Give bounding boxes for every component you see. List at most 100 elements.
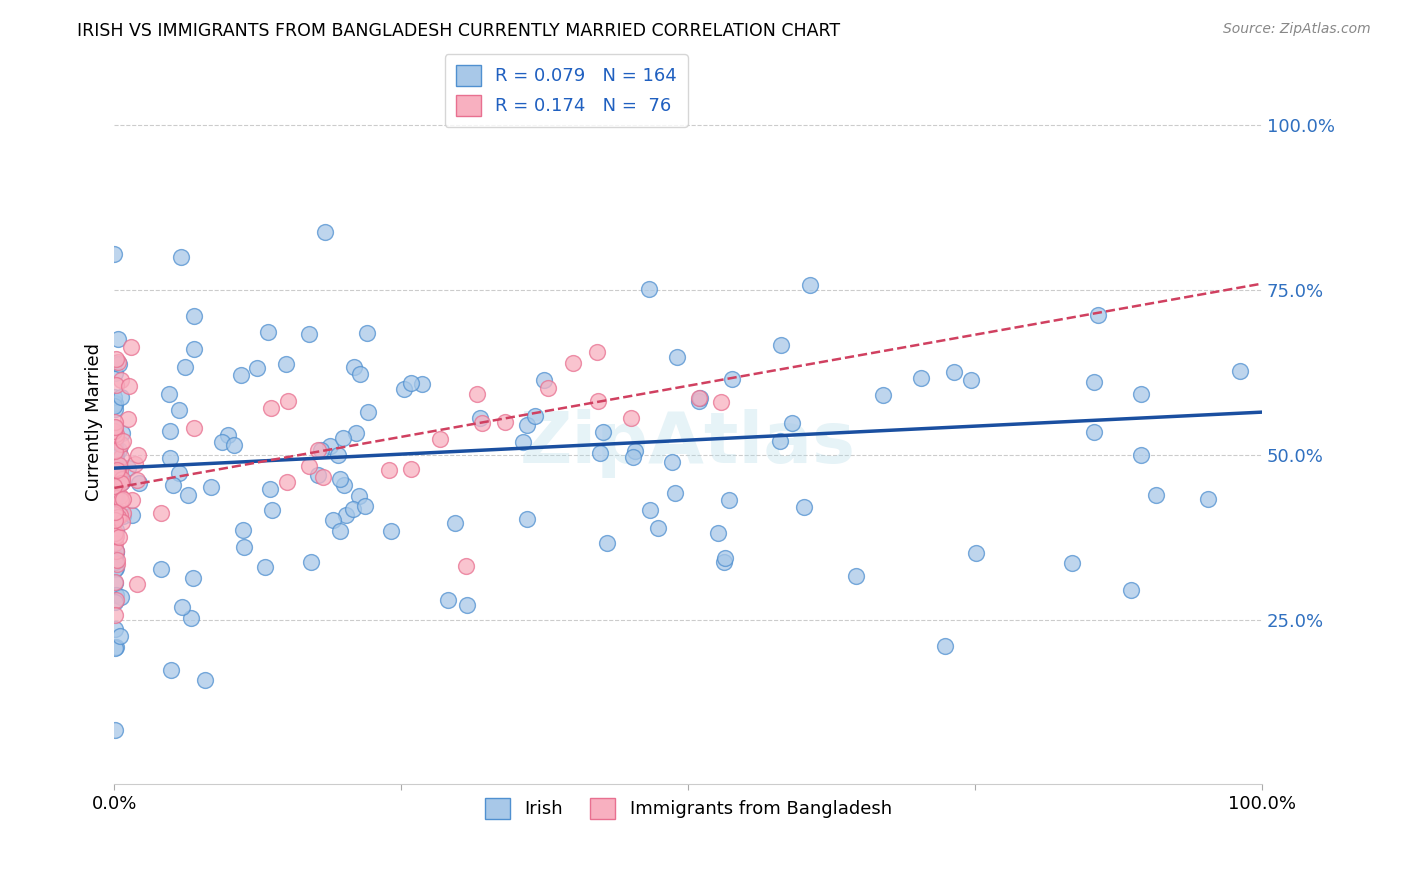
Point: [224, 438, 246, 452]
Point: [105, 430, 128, 444]
Point: [103, 425, 125, 439]
Point: [229, 368, 252, 382]
Point: [159, 450, 181, 465]
Point: [121, 508, 143, 523]
Point: [104, 640, 127, 655]
Point: [326, 448, 349, 462]
Point: [103, 479, 125, 493]
Point: [160, 664, 183, 678]
Point: [104, 549, 127, 564]
Point: [104, 485, 127, 500]
Point: [103, 448, 125, 462]
Point: [104, 723, 127, 738]
Point: [664, 486, 686, 500]
Point: [105, 489, 128, 503]
Point: [254, 560, 277, 574]
Point: [378, 463, 401, 477]
Point: [103, 622, 125, 636]
Point: [562, 356, 585, 370]
Point: [688, 391, 710, 405]
Point: [714, 550, 737, 565]
Point: [104, 595, 127, 609]
Point: [194, 673, 217, 687]
Point: [343, 359, 366, 374]
Point: [454, 559, 477, 574]
Point: [333, 478, 356, 492]
Point: [329, 472, 352, 486]
Point: [103, 492, 125, 507]
Point: [103, 530, 125, 544]
Point: [309, 443, 332, 458]
Point: [173, 360, 195, 375]
Point: [110, 373, 132, 387]
Point: [104, 560, 127, 574]
Point: [1146, 488, 1168, 502]
Point: [233, 540, 256, 554]
Point: [104, 434, 127, 448]
Point: [596, 536, 619, 550]
Point: [232, 523, 254, 537]
Point: [105, 523, 128, 537]
Point: [103, 489, 125, 503]
Point: [107, 332, 129, 346]
Point: [444, 516, 467, 531]
Point: [110, 590, 132, 604]
Point: [110, 464, 132, 478]
Point: [103, 390, 125, 404]
Point: [259, 482, 281, 496]
Point: [104, 525, 127, 540]
Point: [620, 410, 643, 425]
Point: [299, 555, 322, 569]
Point: [107, 510, 129, 524]
Point: [104, 439, 127, 453]
Point: [104, 465, 127, 479]
Point: [934, 639, 956, 653]
Point: [104, 450, 127, 465]
Point: [124, 457, 146, 471]
Point: [180, 610, 202, 624]
Point: [276, 475, 298, 489]
Point: [512, 435, 534, 450]
Point: [1087, 309, 1109, 323]
Point: [107, 530, 129, 544]
Point: [183, 420, 205, 434]
Point: [169, 250, 191, 264]
Point: [105, 456, 128, 470]
Point: [354, 499, 377, 513]
Point: [104, 555, 127, 569]
Point: [592, 425, 614, 439]
Point: [110, 390, 132, 404]
Point: [128, 475, 150, 490]
Point: [713, 555, 735, 569]
Point: [429, 432, 451, 446]
Point: [157, 387, 180, 401]
Point: [104, 500, 127, 515]
Point: [356, 405, 378, 419]
Point: [104, 513, 127, 527]
Point: [103, 511, 125, 525]
Point: [103, 525, 125, 540]
Point: [623, 450, 645, 465]
Point: [537, 381, 560, 395]
Point: [344, 426, 367, 441]
Point: [104, 378, 127, 392]
Text: Source: ZipAtlas.com: Source: ZipAtlas.com: [1223, 22, 1371, 37]
Point: [104, 441, 127, 455]
Point: [183, 571, 205, 585]
Point: [104, 607, 127, 622]
Point: [688, 394, 710, 409]
Point: [312, 470, 335, 484]
Point: [524, 409, 547, 423]
Point: [1129, 387, 1152, 401]
Point: [1129, 449, 1152, 463]
Point: [624, 443, 647, 458]
Point: [709, 395, 731, 409]
Point: [1083, 375, 1105, 389]
Point: [103, 482, 125, 496]
Point: [159, 424, 181, 438]
Point: [110, 476, 132, 491]
Point: [103, 421, 125, 435]
Point: [1229, 363, 1251, 377]
Point: [494, 415, 516, 429]
Point: [104, 475, 127, 489]
